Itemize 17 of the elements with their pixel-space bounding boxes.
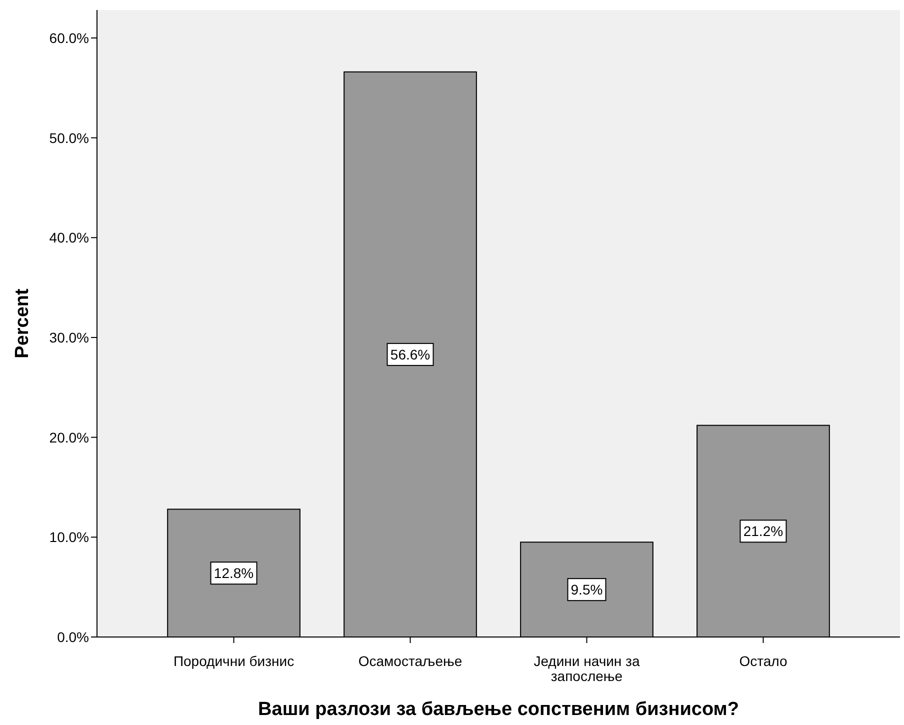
y-tick-label: 20.0% xyxy=(49,429,89,446)
x-tick-label: Породични бизнис xyxy=(173,653,294,669)
y-tick-label: 0.0% xyxy=(57,629,89,645)
y-tick-label: 40.0% xyxy=(49,230,89,246)
y-tick-label: 50.0% xyxy=(49,130,89,146)
y-tick-label: 30.0% xyxy=(49,329,89,346)
data-label: 21.2% xyxy=(743,523,784,540)
x-tick-label: Осамостаљење xyxy=(358,653,462,669)
x-tick-label: Остало xyxy=(739,653,788,669)
y-axis-title: Percent xyxy=(12,288,33,358)
data-label: 56.6% xyxy=(390,346,430,362)
data-label: 12.8% xyxy=(214,565,254,582)
x-tick-label: Једини начин за запослење xyxy=(534,653,640,684)
x-axis-title: Ваши разлози за бављење сопственим бизнисом? xyxy=(258,699,739,720)
y-tick-label: 10.0% xyxy=(49,529,89,546)
data-label: 9.5% xyxy=(570,582,603,598)
y-tick-label: 60.0% xyxy=(49,30,89,46)
